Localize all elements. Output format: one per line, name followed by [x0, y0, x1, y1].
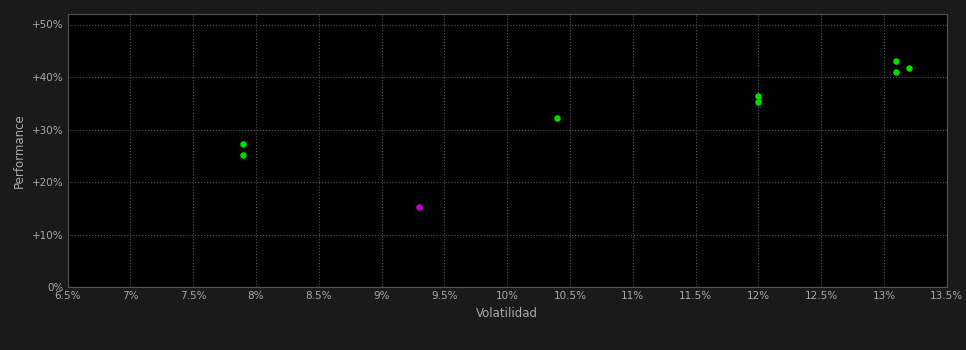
Point — [412, 204, 427, 210]
Point — [889, 69, 904, 75]
Point — [889, 58, 904, 64]
Point — [550, 115, 565, 121]
X-axis label: Volatilidad: Volatilidad — [476, 307, 538, 320]
Point — [901, 65, 917, 70]
Point — [751, 99, 766, 105]
Point — [236, 141, 251, 147]
Point — [236, 152, 251, 158]
Y-axis label: Performance: Performance — [14, 113, 26, 188]
Point — [751, 94, 766, 99]
